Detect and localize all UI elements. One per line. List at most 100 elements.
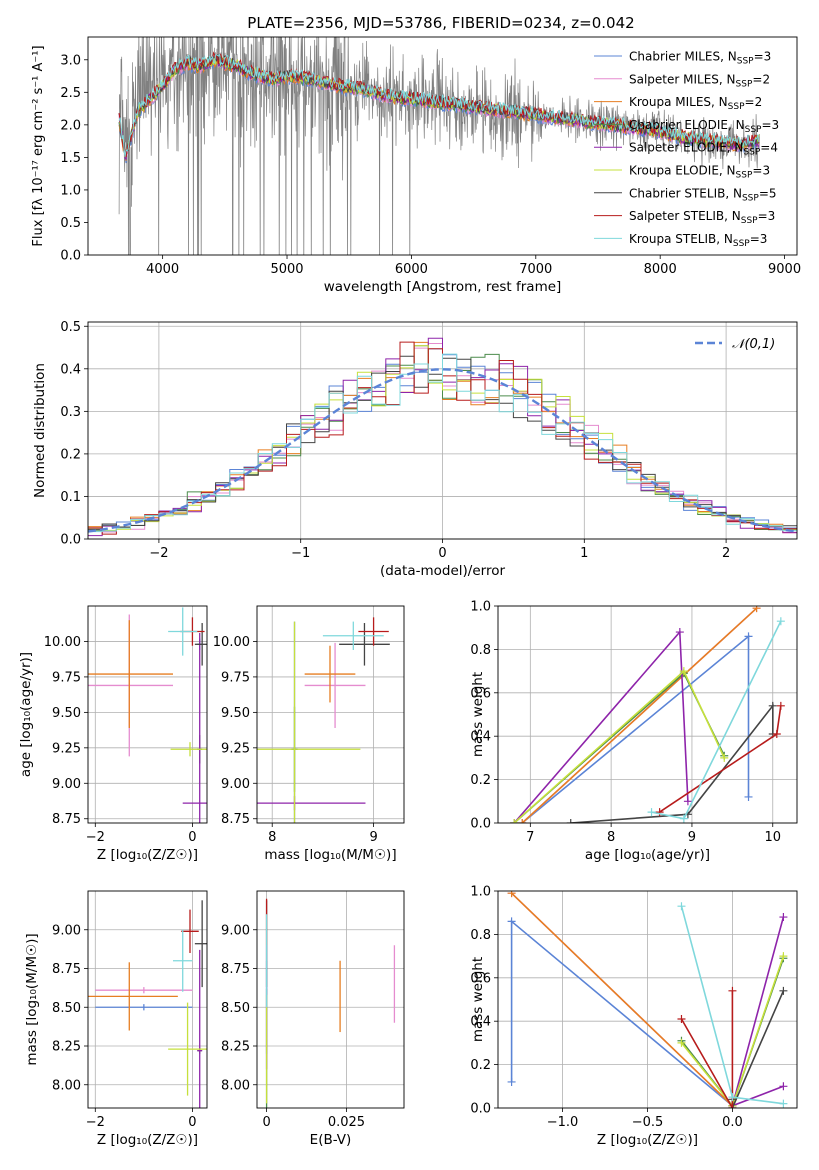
ticks: 4000 5000 6000 7000 8000 9000 0.0 0.5 1.0 1.5 2.0 2… xyxy=(60,53,801,277)
y-axis-label: age [log₁₀(age/yr)] xyxy=(18,652,34,777)
errorbar-4 xyxy=(197,949,203,1108)
weight-point xyxy=(683,797,692,806)
y-tick-label: 0.8 xyxy=(470,643,491,658)
weight-series-2 xyxy=(518,606,761,823)
y-tick-label: 0.1 xyxy=(60,490,81,505)
y-tick-label: 9.75 xyxy=(52,670,81,685)
weight-point xyxy=(679,667,688,676)
axes-age_vs_mass: 8 9 8.75 9.00 9.25 9.50 9.75 10.00 mass [log₁₀(M… xyxy=(213,605,405,863)
y-tick-label: 8.75 xyxy=(221,812,250,827)
x-tick-label: −1.0 xyxy=(547,1115,579,1130)
y-tick-label: 8.75 xyxy=(52,812,81,827)
y-tick-label: 0.8 xyxy=(470,928,491,943)
ticks: 0 0.025 8.00 8.25 8.50 8.75 9.00 xyxy=(221,923,365,1130)
weight-line xyxy=(680,990,734,1108)
axes-age_vs_Z: −2 0 8.75 9.00 9.25 9.50 9.75 10.00 Z [log₁₀(Z/Z… xyxy=(18,605,208,863)
x-tick-label: 7000 xyxy=(519,262,552,277)
y-tick-label: 9.75 xyxy=(221,670,250,685)
weight-line xyxy=(570,703,774,823)
weight-point xyxy=(744,792,753,801)
weight-point xyxy=(677,902,686,911)
axes-mass_vs_Z: −2 0 8.00 8.25 8.50 8.75 9.00 Z [log₁₀(Z/Z☉)] ma… xyxy=(24,890,208,1148)
x-tick-label: 6000 xyxy=(395,262,428,277)
x-tick-label: 8 xyxy=(268,830,276,845)
y-tick-label: 8.25 xyxy=(221,1040,250,1055)
errorbar-1 xyxy=(95,987,193,994)
ticks: 8 9 8.75 9.00 9.25 9.50 9.75 10.00 xyxy=(213,635,378,845)
plot-area xyxy=(88,606,207,823)
weight-point xyxy=(510,819,519,823)
weight-series-6 xyxy=(566,701,777,823)
y-tick-label: 8.00 xyxy=(52,1078,81,1093)
axes-frame xyxy=(87,605,208,824)
x-tick-label: −0.5 xyxy=(632,1115,664,1130)
y-tick-label: 8.50 xyxy=(221,1001,250,1016)
plot-marks xyxy=(507,891,788,1108)
y-tick-label: 8.75 xyxy=(52,962,81,977)
plot-area xyxy=(257,606,404,823)
x-tick-label: −2 xyxy=(149,546,168,561)
legend-label: Chabrier ELODIE, NSSP=3 xyxy=(629,118,779,135)
errorbar-2 xyxy=(88,962,178,1031)
y-tick-label: 0.2 xyxy=(60,447,81,462)
weight-point xyxy=(776,617,785,626)
y-tick-label: 0.0 xyxy=(470,817,491,832)
plot-marks xyxy=(265,898,396,1108)
ticks: −2 0 8.00 8.25 8.50 8.75 9.00 xyxy=(52,923,197,1130)
weight-point xyxy=(779,952,788,961)
x-tick-label: 0 xyxy=(262,1115,270,1130)
y-tick-label: 0.6 xyxy=(470,971,491,986)
errorbar-6 xyxy=(194,623,207,666)
weight-point xyxy=(720,753,729,762)
axes-frame xyxy=(256,605,405,824)
axes-mass_vs_EBV: 0 0.025 8.00 8.25 8.50 8.75 9.00 E(B-V) xyxy=(221,890,405,1148)
weight-point xyxy=(772,730,781,739)
x-tick-label: 8 xyxy=(607,830,615,845)
weight-point xyxy=(677,1015,686,1024)
y-tick-label: 8.75 xyxy=(221,962,250,977)
x-tick-label: 10 xyxy=(764,830,781,845)
y-tick-label: 0.3 xyxy=(60,405,81,420)
y-tick-label: 0.4 xyxy=(60,362,81,377)
weight-point xyxy=(779,913,788,922)
y-axis-label: mass weight xyxy=(470,957,486,1042)
legend-label: Kroupa STELIB, NSSP=3 xyxy=(629,232,767,249)
x-axis-label: E(B-V) xyxy=(310,1132,352,1148)
plot-marks xyxy=(88,337,797,537)
weight-line xyxy=(511,892,733,1107)
weight-point xyxy=(566,819,575,823)
weight-point xyxy=(728,1093,737,1102)
y-tick-label: 9.00 xyxy=(52,923,81,938)
errorbar-4 xyxy=(182,632,207,823)
weight-point xyxy=(752,606,761,613)
errorbar-7 xyxy=(358,617,389,646)
errorbar-1 xyxy=(304,642,366,728)
x-tick-label: 1 xyxy=(580,546,588,561)
y-tick-label: 0.5 xyxy=(60,320,81,335)
model-spectrum-8 xyxy=(118,52,760,157)
y-tick-label: 0.6 xyxy=(470,686,491,701)
y-tick-label: 8.25 xyxy=(52,1040,81,1055)
x-tick-label: −2 xyxy=(86,1115,105,1130)
y-axis-label: mass weight xyxy=(470,672,486,757)
ticks: 7 8 9 10 0.0 0.2 0.4 0.6 0.8 1.0 xyxy=(470,600,781,846)
y-tick-label: 9.00 xyxy=(52,777,81,792)
figure-title: PLATE=2356, MJD=53786, FIBERID=0234, z=0… xyxy=(247,14,634,32)
x-axis-label: Z [log₁₀(Z/Z☉)] xyxy=(97,1132,198,1148)
x-axis-label: age [log₁₀(age/yr)] xyxy=(585,847,710,863)
x-axis-label: wavelength [Angstrom, rest frame] xyxy=(324,279,562,295)
weight-point xyxy=(507,1077,516,1086)
legend-label: Salpeter STELIB, NSSP=3 xyxy=(629,209,775,226)
x-tick-label: 5000 xyxy=(270,262,303,277)
y-tick-label: 2.0 xyxy=(60,118,81,133)
y-axis-label: mass [log₁₀(M/M☉)] xyxy=(24,933,40,1065)
errorbar-5 xyxy=(168,1002,207,1096)
legend-label: Chabrier STELIB, NSSP=5 xyxy=(629,186,777,203)
weight-point xyxy=(779,1082,788,1091)
y-tick-label: 0.4 xyxy=(470,730,491,745)
y-axis-label: Normed distribution xyxy=(32,363,48,498)
weight-point xyxy=(768,701,777,710)
errorbar-6 xyxy=(339,623,390,666)
weight-point xyxy=(677,1038,686,1047)
x-tick-label: 9 xyxy=(688,830,696,845)
